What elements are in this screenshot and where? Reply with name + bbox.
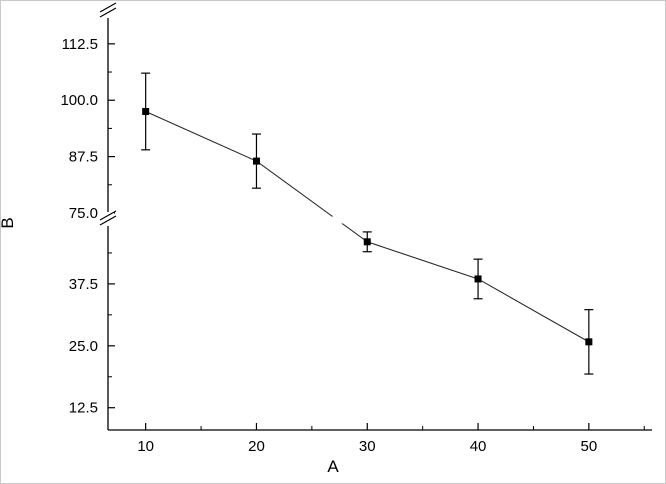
svg-text:25.0: 25.0 (69, 338, 98, 355)
svg-text:87.5: 87.5 (69, 149, 98, 166)
svg-text:30: 30 (359, 438, 376, 455)
x-axis-label: A (327, 457, 339, 476)
svg-text:100.0: 100.0 (60, 92, 98, 109)
svg-text:50: 50 (581, 438, 598, 455)
svg-text:75.0: 75.0 (69, 205, 98, 222)
svg-text:20: 20 (248, 438, 265, 455)
svg-text:40: 40 (470, 438, 487, 455)
svg-text:112.5: 112.5 (62, 36, 98, 53)
svg-text:10: 10 (137, 438, 154, 455)
svg-text:12.5: 12.5 (69, 400, 98, 417)
y-axis-label: B (0, 153, 18, 293)
svg-text:37.5: 37.5 (69, 276, 98, 293)
